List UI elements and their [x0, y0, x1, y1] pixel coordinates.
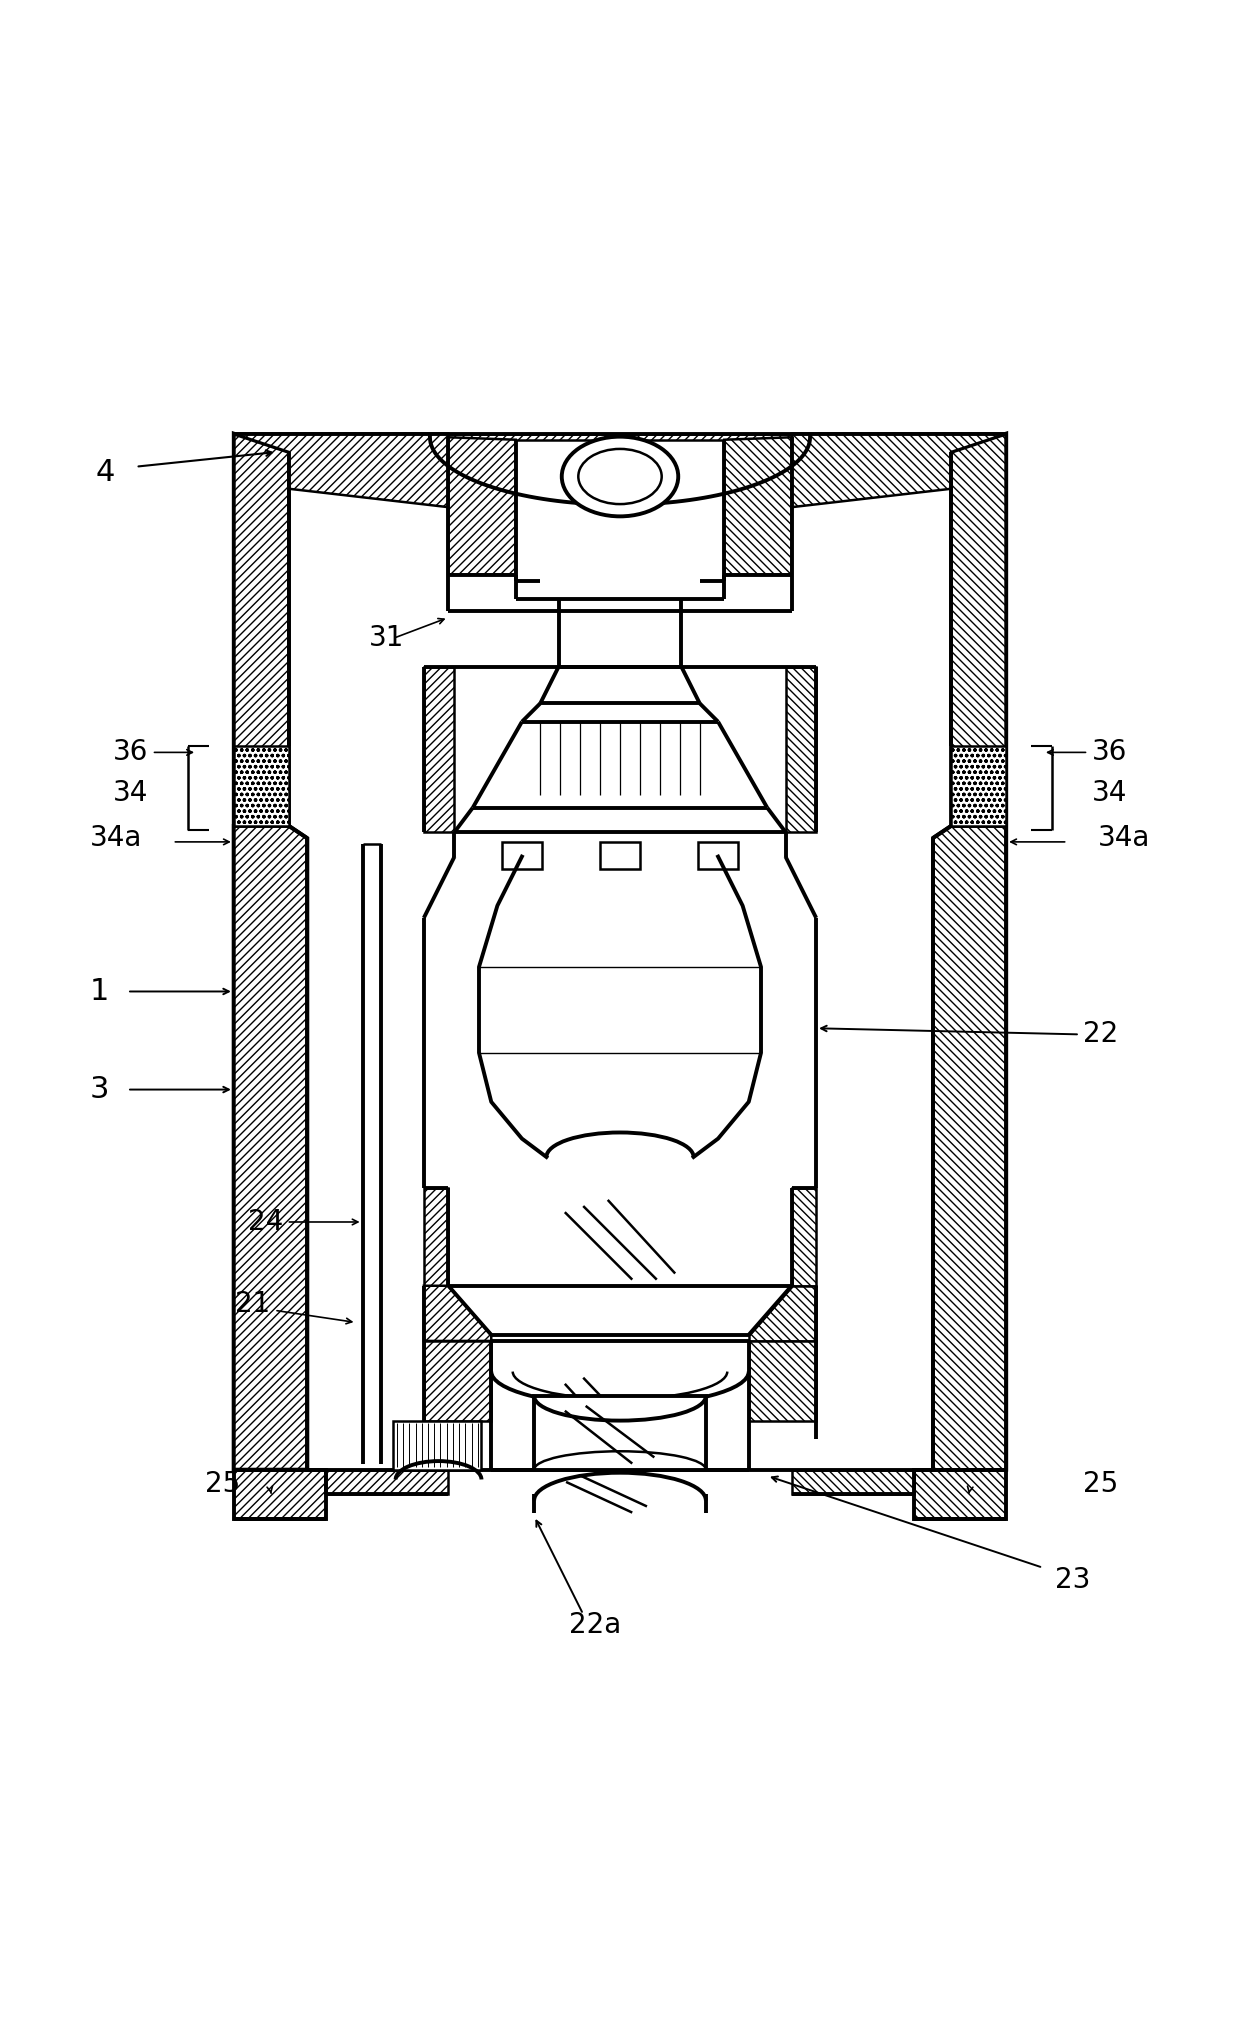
Text: 36: 36: [1092, 738, 1127, 766]
Polygon shape: [424, 1187, 449, 1286]
Text: 21: 21: [236, 1290, 270, 1319]
Bar: [698, 841, 738, 870]
Polygon shape: [951, 746, 1006, 825]
Polygon shape: [791, 433, 1006, 508]
Polygon shape: [749, 1286, 816, 1341]
Text: 25: 25: [205, 1471, 239, 1498]
Polygon shape: [234, 433, 289, 1469]
Polygon shape: [724, 437, 791, 575]
Bar: [393, 1420, 481, 1469]
Polygon shape: [234, 1469, 326, 1518]
Text: 1: 1: [89, 977, 109, 1006]
Bar: [600, 841, 640, 870]
Polygon shape: [914, 1469, 1006, 1518]
Polygon shape: [449, 437, 516, 575]
Text: 3: 3: [89, 1075, 109, 1103]
Text: 31: 31: [368, 624, 404, 652]
Polygon shape: [791, 1187, 816, 1286]
Ellipse shape: [578, 449, 662, 504]
Polygon shape: [234, 746, 289, 825]
Text: 22a: 22a: [569, 1611, 621, 1640]
Bar: [502, 841, 542, 870]
Polygon shape: [749, 1341, 816, 1420]
Ellipse shape: [562, 437, 678, 516]
Polygon shape: [326, 1469, 449, 1494]
Text: 34a: 34a: [1099, 825, 1151, 851]
Text: 24: 24: [248, 1207, 283, 1235]
Polygon shape: [234, 825, 308, 1469]
Text: 25: 25: [1084, 1471, 1118, 1498]
Text: 34a: 34a: [89, 825, 141, 851]
Polygon shape: [951, 433, 1006, 1469]
Text: 4: 4: [95, 459, 115, 488]
Polygon shape: [785, 666, 816, 831]
Polygon shape: [424, 1286, 491, 1341]
Text: 34: 34: [1092, 778, 1127, 807]
Text: 36: 36: [113, 738, 148, 766]
Polygon shape: [234, 433, 449, 508]
Polygon shape: [424, 1341, 491, 1420]
Text: 34: 34: [113, 778, 148, 807]
Text: 22: 22: [1084, 1020, 1118, 1049]
Polygon shape: [791, 1469, 914, 1494]
Text: 23: 23: [1055, 1567, 1091, 1593]
Polygon shape: [424, 666, 455, 831]
Polygon shape: [449, 433, 791, 439]
Bar: [534, 1396, 706, 1469]
Polygon shape: [932, 825, 1006, 1469]
